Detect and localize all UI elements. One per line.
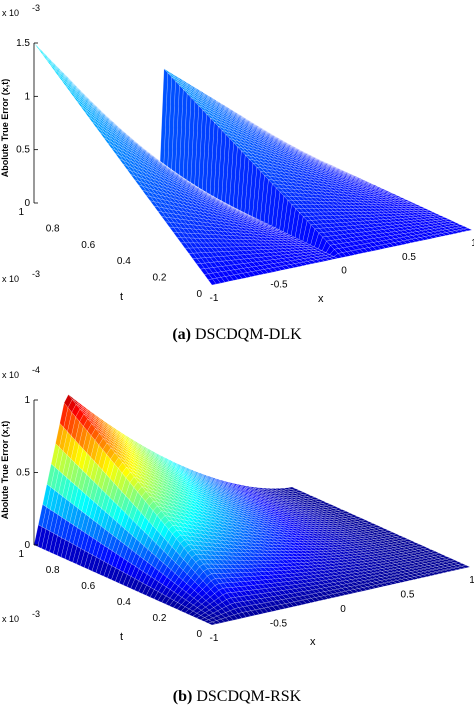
x-tick-label-0-1: -0.5 (270, 279, 288, 290)
z-tick-label-1-1: 0.5 (16, 468, 30, 479)
x-tick-label-0-0: -1 (210, 293, 219, 304)
t-tick-label-1-5: 1 (18, 549, 24, 560)
x-tick-label-1-4: 1 (469, 575, 474, 586)
t-exponent-power-0: -3 (32, 269, 40, 279)
t-tick-label-1-3: 0.6 (81, 581, 95, 592)
z-exponent-power-0: -3 (32, 3, 40, 13)
z-tick-label-0-3: 1.5 (16, 38, 30, 49)
t-exponent-0: x 10 (2, 274, 19, 284)
z-tick-label-0-1: 0.5 (16, 145, 30, 156)
caption-a: (a) DSCDQM-DLK (0, 326, 474, 344)
t-tick-label-0-3: 0.6 (81, 240, 95, 251)
surface-mesh-1 (33, 394, 471, 626)
t-tick-label-1-0: 0 (196, 629, 202, 640)
t-tick-label-0-5: 1 (18, 207, 24, 218)
z-tick-label-1-0: 0 (24, 540, 30, 551)
z-axis-label-1: Abolute True Error (x,t) (0, 421, 10, 520)
z-exponent-1: x 10 (2, 370, 19, 380)
surface-plot-a: 0 0.5 1 1.5 x 10 -3 Abolute True Error (x,t) 0 0… (0, 0, 474, 330)
t-tick-label-1-2: 0.4 (117, 597, 131, 608)
t-tick-label-0-0: 0 (196, 289, 202, 300)
t-exponent-power-1: -3 (32, 609, 40, 619)
x-axis-label-1: x (310, 636, 316, 648)
z-exponent-power-1: -4 (32, 365, 40, 375)
z-tick-label-0-0: 0 (24, 198, 30, 209)
surface-mesh-0 (33, 42, 473, 286)
z-exponent-0: x 10 (2, 8, 19, 18)
x-tick-label-1-2: 0 (340, 604, 346, 615)
x-tick-label-1-0: -1 (210, 633, 219, 644)
x-tick-label-0-3: 0.5 (402, 252, 416, 263)
t-tick-label-1-4: 0.8 (46, 565, 60, 576)
z-axis-label-0: Abolute True Error (x,t) (0, 79, 10, 178)
caption-b-text: DSCDQM-RSK (196, 688, 302, 705)
caption-a-text: DSCDQM-DLK (194, 326, 302, 343)
x-axis-label-0: x (318, 293, 324, 305)
x-tick-label-1-1: -0.5 (270, 619, 288, 630)
caption-b-letter: (b) (172, 688, 193, 705)
t-tick-label-1-1: 0.2 (152, 613, 166, 624)
t-axis-label-1: t (120, 631, 123, 643)
x-tick-label-0-2: 0 (341, 266, 347, 277)
z-tick-label-1-2: 1 (24, 395, 30, 406)
z-tick-label-0-2: 1 (24, 91, 30, 102)
surface-plot-b: 0 0.5 1 x 10 -4 Abolute True Error (x,t) 0 0.2 0… (0, 360, 474, 690)
t-tick-label-0-4: 0.8 (46, 223, 60, 234)
t-axis-label-0: t (120, 291, 123, 303)
t-tick-label-0-2: 0.4 (117, 256, 131, 267)
x-tick-label-1-3: 0.5 (401, 590, 415, 601)
caption-b: (b) DSCDQM-RSK (0, 688, 474, 706)
x-tick-label-0-4: 1 (471, 238, 474, 249)
caption-a-letter: (a) (172, 326, 191, 343)
t-exponent-1: x 10 (2, 614, 19, 624)
t-tick-label-0-1: 0.2 (152, 273, 166, 284)
